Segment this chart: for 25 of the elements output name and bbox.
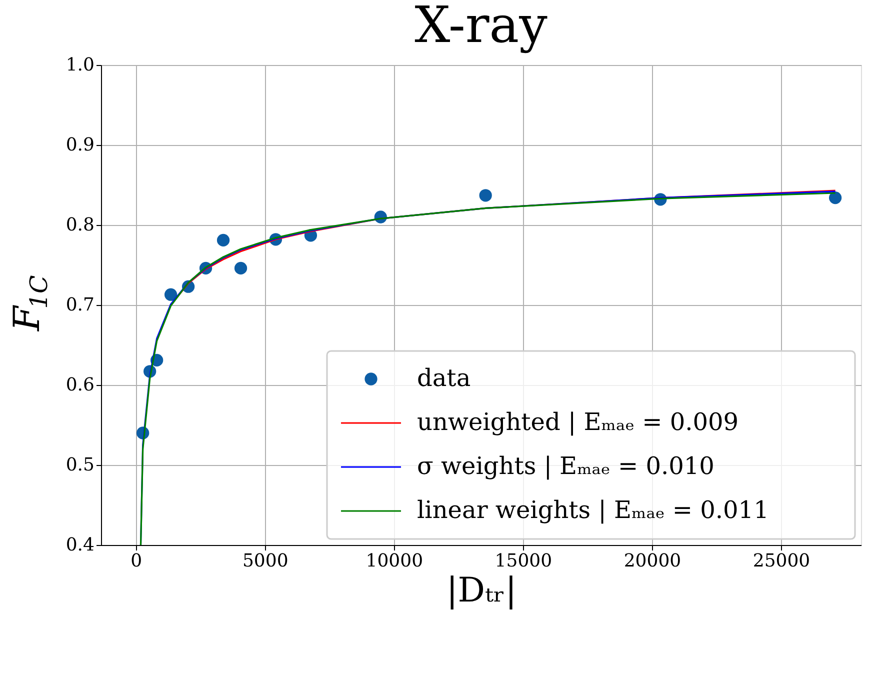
x-tick-label: 15000 — [494, 550, 552, 572]
y-tick-label: 1.0 — [66, 54, 94, 76]
legend-label: unweighted | Eₘₐₑ = 0.009 — [417, 408, 739, 436]
x-axis-title: |Dₜᵣ| — [446, 570, 517, 610]
x-tick-label: 20000 — [624, 550, 682, 572]
y-axis-title: F1C — [7, 275, 53, 332]
legend-label: data — [417, 364, 471, 392]
point — [234, 262, 248, 275]
point — [164, 288, 178, 301]
y-tick-label: 0.9 — [66, 134, 94, 156]
y-tick-label: 0.7 — [66, 294, 94, 316]
y-tick-label: 0.4 — [66, 534, 94, 556]
y-tick-label: 0.8 — [66, 214, 94, 236]
legend-label: linear weights | Eₘₐₑ = 0.011 — [417, 496, 769, 524]
legend-label: σ weights | Eₘₐₑ = 0.010 — [417, 452, 714, 480]
point — [828, 191, 842, 204]
y-tick-label: 0.6 — [66, 374, 94, 396]
point — [216, 234, 230, 247]
chart-title: X-ray — [414, 0, 548, 54]
x-tick-label: 5000 — [242, 550, 288, 572]
x-tick-label: 0 — [130, 550, 142, 572]
y-tick-label: 0.5 — [66, 454, 94, 476]
x-tick-label: 10000 — [366, 550, 424, 572]
x-tick-label: 25000 — [752, 550, 810, 572]
point — [479, 189, 492, 202]
